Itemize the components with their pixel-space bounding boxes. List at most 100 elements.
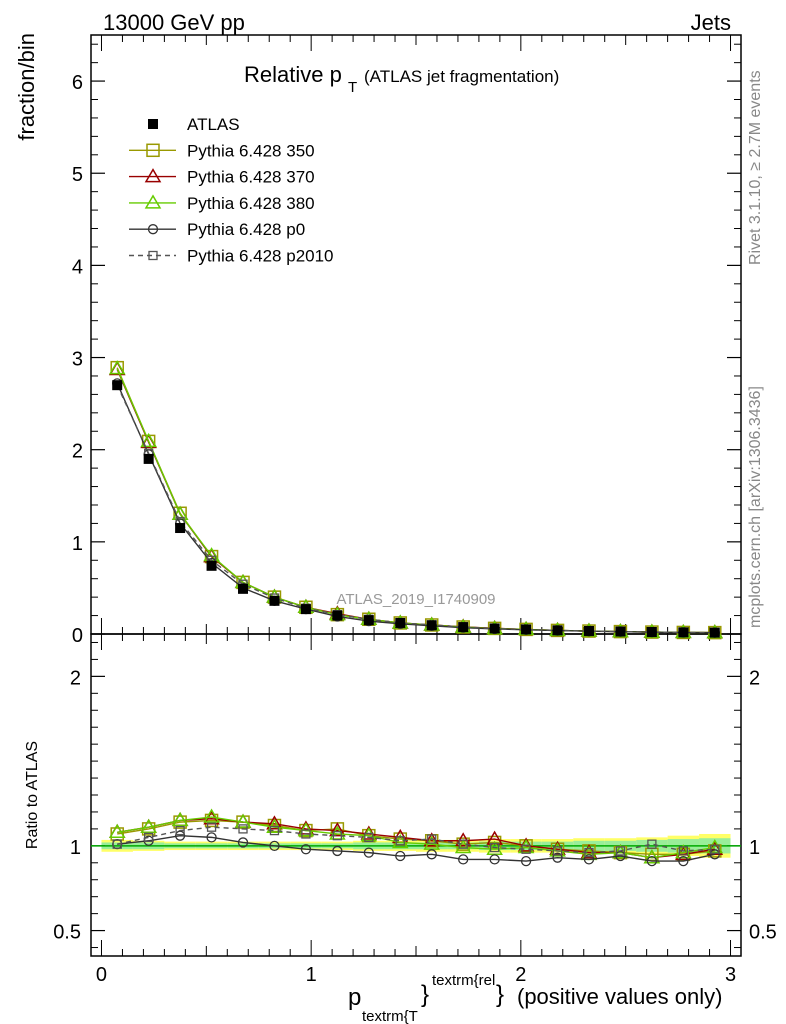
- series-3-ratio-point: [171, 811, 189, 827]
- legend-marker-4: [147, 224, 159, 235]
- series-4-ratio-point: [458, 854, 469, 865]
- ratio-y-tick-label-right: 1: [749, 837, 760, 859]
- x-tick-label: 0: [96, 964, 107, 986]
- atlas-data-point: [552, 625, 563, 636]
- ratio-series-group: [108, 808, 724, 867]
- series-4-ratio-line: [117, 834, 715, 862]
- x-axis-label-sub: textrm{T: [362, 1008, 418, 1024]
- series-5-ratio-point: [615, 846, 626, 856]
- series-5-ratio-point: [364, 832, 374, 843]
- legend-marker-3: [144, 194, 162, 209]
- legend-label-atlas: ATLAS: [187, 115, 240, 134]
- legend-label-5: Pythia 6.428 p2010: [187, 247, 334, 266]
- atlas-data-point: [489, 623, 500, 634]
- atlas-data-point: [583, 625, 594, 636]
- atlas-data-point: [458, 622, 469, 633]
- series-2-ratio-point: [266, 815, 283, 830]
- atlas-data-point: [300, 604, 311, 615]
- atlas-data-point: [269, 595, 280, 606]
- y-tick-label: 0: [72, 625, 83, 647]
- series-3-ratio-point: [234, 813, 252, 828]
- series-5-ratio-point: [175, 825, 185, 836]
- legend-label-4: Pythia 6.428 p0: [187, 220, 305, 239]
- header-jets-label: Jets: [691, 10, 731, 35]
- series-5-ratio-point: [427, 834, 437, 844]
- title-subscript: T: [348, 79, 357, 96]
- atlas-data-point: [112, 380, 123, 391]
- series-5-ratio-point: [678, 846, 688, 856]
- x-axis-label-suffix: (positive values only): [517, 984, 722, 1009]
- series-4-ratio-point: [237, 837, 249, 848]
- legend-label-2: Pythia 6.428 370: [187, 168, 315, 187]
- ratio-y-tick-label: 0.5: [53, 922, 81, 944]
- series-4-ratio-point: [269, 840, 280, 851]
- atlas-data-point: [175, 523, 186, 534]
- series-4-ratio-point: [332, 845, 343, 857]
- legend-marker-atlas: [148, 119, 158, 129]
- analysis-watermark: ATLAS_2019_I1740909: [336, 591, 495, 608]
- series-4-ratio-point: [489, 854, 500, 865]
- mcplots-label: mcplots.cern.ch [arXiv:1306.3436]: [747, 386, 764, 628]
- y-tick-label: 5: [72, 164, 83, 186]
- title-main: Relative p: [244, 62, 342, 87]
- y-tick-label: 4: [72, 256, 83, 278]
- rivet-version-label: Rivet 3.1.10, ≥ 2.7M events: [747, 70, 764, 265]
- series-5-ratio-point: [647, 839, 657, 849]
- series-3-point: [140, 432, 157, 448]
- series-3-ratio-point: [108, 823, 126, 839]
- series-3-point: [108, 360, 126, 375]
- atlas-data-point: [143, 453, 154, 464]
- series-5-ratio-point: [395, 836, 405, 846]
- x-axis-label-brace-right: }: [496, 981, 504, 1008]
- series-5-ratio-point: [584, 847, 594, 858]
- series-2-ratio-point: [329, 822, 346, 837]
- ratio-y-tick-label-right: 0.5: [749, 922, 777, 944]
- x-axis-label: p textrm{T textrm{rel } } (positive valu…: [348, 972, 722, 1024]
- series-5-ratio-point: [269, 825, 280, 836]
- legend-marker-1: [146, 143, 160, 158]
- series-5-ratio-point: [238, 824, 248, 834]
- series-4-ratio-point: [363, 847, 374, 858]
- ratio-y-axis-label: Ratio to ATLAS: [24, 741, 41, 849]
- series-5-ratio-point: [710, 844, 720, 854]
- series-4-ratio-point: [678, 855, 689, 867]
- atlas-data-point: [646, 626, 657, 637]
- series-4-ratio-point: [206, 832, 217, 843]
- chart-title: Relative p T (ATLAS jet fragmentation): [244, 62, 559, 96]
- atlas-data-point: [363, 615, 374, 626]
- series-5-ratio-point: [112, 839, 122, 849]
- y-axis-label: fraction/bin: [14, 33, 39, 141]
- x-tick-label: 2: [515, 964, 526, 986]
- series-3-ratio-point: [643, 849, 661, 864]
- y-tick-label: 1: [72, 533, 83, 555]
- atlas-data-point: [709, 627, 720, 638]
- x-axis-label-sup: textrm{rel: [432, 972, 495, 989]
- x-axis-label-p: p: [348, 984, 361, 1011]
- ratio-plot-frame: [90, 633, 742, 957]
- y-tick-label: 6: [72, 72, 83, 94]
- y-tick-label: 3: [72, 349, 83, 371]
- series-5-ratio-point: [144, 832, 154, 843]
- title-suffix: (ATLAS jet fragmentation): [364, 67, 559, 86]
- legend-label-1: Pythia 6.428 350: [187, 141, 315, 160]
- atlas-data-point: [332, 610, 343, 621]
- legend-marker-2: [144, 168, 162, 183]
- series-5-ratio-point: [521, 844, 531, 854]
- ratio-y-tick-label-right: 2: [749, 667, 760, 689]
- series-5-ratio-point: [552, 846, 563, 856]
- series-5-ratio-point: [332, 831, 343, 841]
- series-4-ratio-point: [552, 852, 563, 863]
- series-5-ratio-point: [206, 822, 217, 832]
- main-axes: 0 1 2 3 4 5 6: [72, 35, 741, 647]
- series-1-ratio-point: [141, 822, 156, 836]
- series-4-line: [116, 383, 715, 634]
- series-3-ratio-point: [203, 808, 220, 823]
- series-4-ratio-point: [300, 844, 312, 855]
- series-3-ratio-point: [140, 818, 157, 833]
- legend-marker-5: [148, 250, 158, 261]
- atlas-data-point: [206, 560, 217, 571]
- series-4-ratio-point: [395, 850, 406, 862]
- ratio-axes: 0 1 2 3 0.5 0.5 1 1 2 2: [53, 634, 777, 986]
- x-tick-label: 1: [306, 964, 317, 986]
